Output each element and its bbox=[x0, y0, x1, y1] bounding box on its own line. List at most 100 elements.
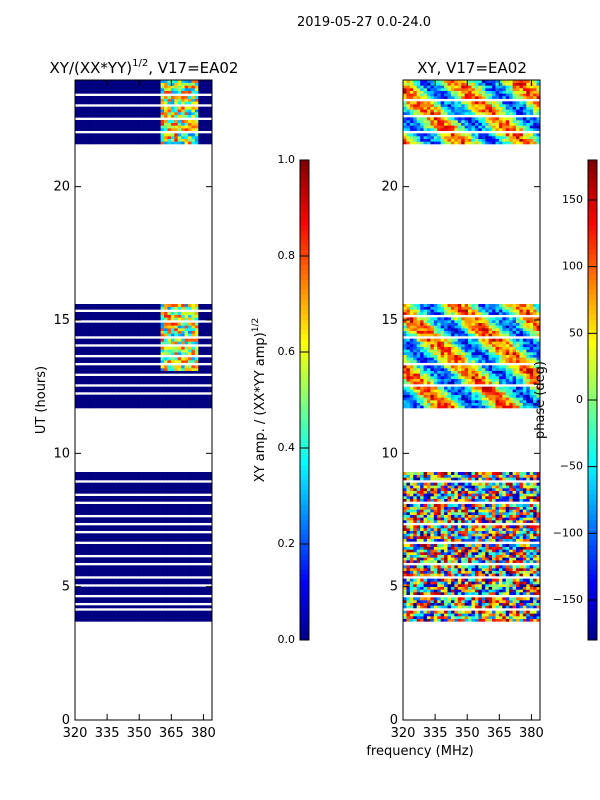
heatmap-cell bbox=[492, 605, 496, 609]
heatmap-cell bbox=[150, 120, 155, 123]
heatmap-cell bbox=[516, 568, 520, 571]
heatmap-cell bbox=[140, 533, 144, 537]
heatmap-cell bbox=[208, 381, 213, 385]
heatmap-cell bbox=[126, 568, 131, 571]
heatmap-cell bbox=[140, 141, 144, 145]
heatmap-cell bbox=[88, 589, 93, 593]
heatmap-cell bbox=[146, 106, 151, 110]
heatmap-cell bbox=[75, 370, 79, 374]
heatmap-cell bbox=[102, 490, 107, 494]
heatmap-cell bbox=[133, 138, 137, 142]
heatmap-cell bbox=[136, 496, 141, 499]
heatmap-cell bbox=[116, 82, 120, 86]
heatmap-cell bbox=[109, 338, 113, 342]
heatmap-cell bbox=[95, 330, 100, 334]
heatmap-cell bbox=[406, 592, 411, 595]
heatmap-cell bbox=[201, 136, 206, 139]
heatmap-cell bbox=[526, 565, 531, 569]
heatmap-cell bbox=[184, 304, 189, 307]
heatmap-cell bbox=[75, 133, 79, 137]
heatmap-cell bbox=[78, 485, 83, 489]
heatmap-cell bbox=[181, 544, 185, 547]
heatmap-cell bbox=[492, 538, 496, 542]
heatmap-cell bbox=[109, 128, 113, 131]
heatmap-cell bbox=[153, 573, 158, 577]
heatmap-cell bbox=[143, 80, 148, 83]
heatmap-cell bbox=[198, 312, 203, 315]
heatmap-cell bbox=[191, 378, 196, 382]
heatmap-cell bbox=[112, 485, 117, 489]
heatmap-cell bbox=[208, 109, 213, 113]
heatmap-cell bbox=[129, 597, 134, 601]
heatmap-cell bbox=[403, 544, 407, 547]
heatmap-cell bbox=[102, 557, 107, 561]
heatmap-cell bbox=[136, 133, 141, 137]
heatmap-cell bbox=[150, 485, 155, 489]
heatmap-cell bbox=[116, 330, 120, 334]
heatmap-cell bbox=[174, 138, 179, 142]
heatmap-cell bbox=[416, 602, 421, 606]
heatmap-cell bbox=[112, 378, 117, 382]
heatmap-cell bbox=[102, 376, 107, 379]
heatmap-cell bbox=[167, 338, 172, 342]
heatmap-cell bbox=[201, 498, 206, 502]
heatmap-cell bbox=[416, 592, 421, 595]
heatmap-cell bbox=[177, 357, 182, 361]
heatmap-cell bbox=[129, 490, 134, 494]
heatmap-cell bbox=[492, 533, 496, 537]
heatmap-cell bbox=[78, 314, 83, 318]
heatmap-cell bbox=[160, 317, 165, 321]
heatmap-cell bbox=[471, 536, 476, 539]
heatmap-cell bbox=[122, 325, 127, 329]
heatmap-cell bbox=[188, 557, 192, 561]
heatmap-cell bbox=[136, 528, 141, 531]
heatmap-cell bbox=[112, 314, 117, 318]
heatmap-cell bbox=[98, 616, 103, 619]
heatmap-cell bbox=[109, 397, 113, 401]
heatmap-cell bbox=[512, 581, 517, 585]
heatmap-cell bbox=[129, 616, 134, 619]
heatmap-cell bbox=[461, 557, 465, 561]
heatmap-cell bbox=[95, 474, 100, 478]
heatmap-cell bbox=[533, 538, 537, 542]
heatmap-cell bbox=[85, 560, 89, 563]
heatmap-cell bbox=[194, 138, 199, 142]
heatmap-cell bbox=[116, 397, 120, 401]
heatmap-cell bbox=[498, 533, 503, 537]
heatmap-cell bbox=[184, 477, 189, 481]
heatmap-cell bbox=[143, 517, 148, 521]
heatmap-cell bbox=[526, 557, 531, 561]
heatmap-cell bbox=[191, 90, 196, 94]
heatmap-cell bbox=[150, 125, 155, 129]
heatmap-cell bbox=[160, 616, 165, 619]
heatmap-cell bbox=[116, 597, 120, 601]
heatmap-cell bbox=[136, 600, 141, 603]
heatmap-cell bbox=[98, 96, 103, 99]
heatmap-cell bbox=[85, 341, 89, 345]
heatmap-cell bbox=[533, 600, 537, 603]
heatmap-cell bbox=[119, 544, 124, 547]
heatmap-cell bbox=[78, 82, 83, 86]
heatmap-cell bbox=[126, 376, 131, 379]
heatmap-cell bbox=[433, 557, 438, 561]
heatmap-cell bbox=[205, 141, 209, 145]
heatmap-cell bbox=[481, 618, 486, 622]
heatmap-cell bbox=[105, 613, 110, 617]
heatmap-cell bbox=[181, 88, 185, 91]
heatmap-cell bbox=[81, 549, 86, 553]
heatmap-cell bbox=[85, 352, 89, 355]
heatmap-cell bbox=[181, 528, 185, 531]
heatmap-cell bbox=[170, 376, 175, 379]
heatmap-cell bbox=[437, 586, 441, 590]
heatmap-cell bbox=[181, 338, 185, 342]
heatmap-cell bbox=[177, 325, 182, 329]
heatmap-cell bbox=[92, 472, 96, 475]
heatmap-cell bbox=[98, 80, 103, 83]
heatmap-cell bbox=[85, 520, 89, 523]
heatmap-cell bbox=[416, 578, 421, 582]
heatmap-cell bbox=[454, 613, 459, 617]
heatmap-cell bbox=[205, 592, 209, 595]
heatmap-cell bbox=[194, 397, 199, 401]
heatmap-cell bbox=[426, 578, 431, 582]
heatmap-cell bbox=[184, 560, 189, 563]
